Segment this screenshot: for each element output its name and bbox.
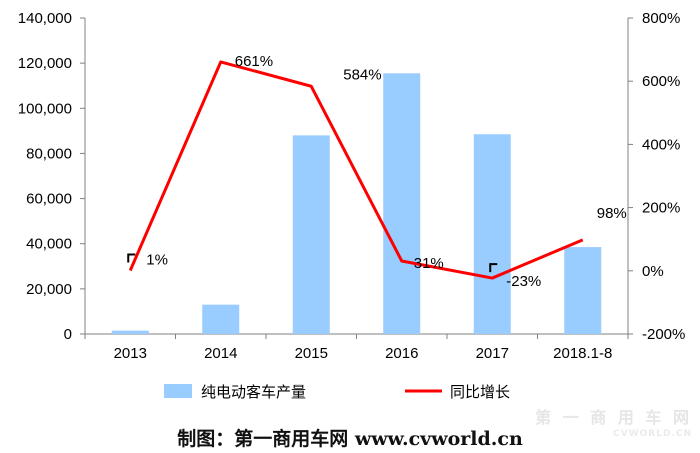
x-tick-label: 2016: [385, 345, 418, 362]
legend: 纯电动客车产量 同比增长: [164, 383, 510, 401]
bar: [292, 135, 330, 334]
left-tick-label: 0: [64, 326, 72, 343]
x-tick-label: 2017: [476, 345, 509, 362]
left-tick-label: 120,000: [18, 55, 72, 72]
left-tick-label: 40,000: [26, 236, 72, 253]
watermark-text: 第 一 商 用 车 网: [535, 408, 692, 427]
data-label: 584%: [343, 66, 381, 83]
x-tick-label: 2015: [295, 345, 328, 362]
bars: [111, 73, 602, 335]
watermark: 第 一 商 用 车 网 CVWORLD.CN: [535, 410, 692, 442]
right-tick-label: 400%: [642, 136, 680, 153]
x-tick-label: 2018.1-8: [553, 345, 612, 362]
right-tick-label: 600%: [642, 73, 680, 90]
right-tick-label: 200%: [642, 200, 680, 217]
left-tick-label: 60,000: [26, 191, 72, 208]
growth-line: [128, 60, 584, 280]
growth-line-path: [128, 60, 584, 280]
bar: [564, 247, 602, 334]
bar: [383, 73, 421, 335]
legend-label-line: 同比增长: [450, 383, 510, 401]
x-tick-label: 2014: [204, 345, 237, 362]
axes: 0 20,000 40,000 60,000 80,000 100,000 120,000 1…: [18, 10, 686, 362]
data-label: -23%: [506, 273, 541, 290]
left-tick-label: 80,000: [26, 145, 72, 162]
bar: [473, 134, 511, 334]
left-tick-label: 20,000: [26, 281, 72, 298]
right-tick-label: 800%: [642, 10, 680, 27]
leader-mark: [127, 253, 136, 263]
x-tick-label: 2013: [114, 345, 147, 362]
data-label: 1%: [146, 251, 168, 268]
bar: [202, 304, 240, 334]
bar: [111, 330, 149, 334]
right-tick-label: 0%: [642, 263, 664, 280]
legend-swatch-bar: [164, 384, 192, 398]
chart-credit: 制图：第一商用车网 www.cvworld.cn: [177, 428, 523, 450]
data-label: 31%: [414, 255, 444, 272]
data-label: 661%: [235, 53, 273, 70]
leader-mark: [489, 263, 498, 273]
watermark-sub: CVWORLD.CN: [613, 429, 692, 439]
right-tick-label: -200%: [642, 326, 685, 343]
data-labels: 1% 661% 584% 31% -23% 98%: [127, 53, 627, 290]
legend-label-bar: 纯电动客车产量: [201, 383, 306, 401]
data-label: 98%: [597, 205, 627, 222]
left-tick-label: 100,000: [18, 100, 72, 117]
left-tick-label: 140,000: [18, 10, 72, 27]
